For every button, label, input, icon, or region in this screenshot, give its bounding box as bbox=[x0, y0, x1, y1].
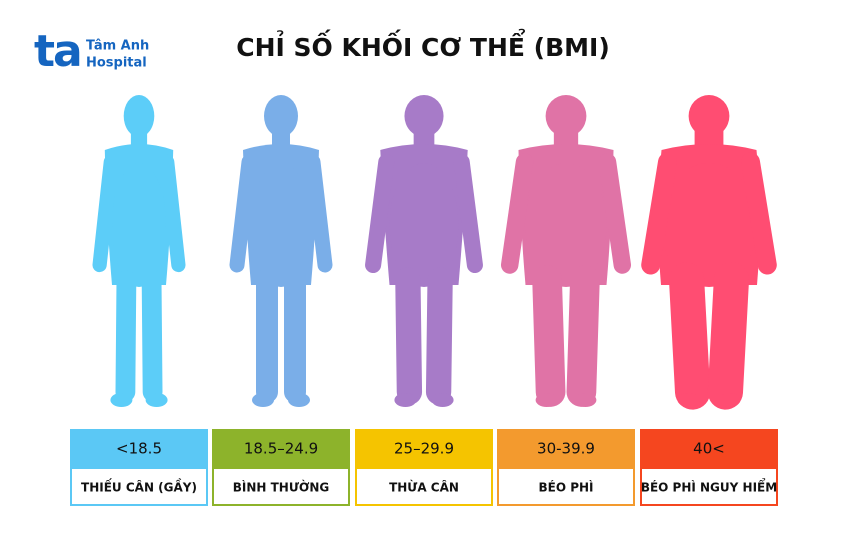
name-box bbox=[212, 467, 350, 506]
category-name: BÉO PHÌ bbox=[538, 480, 593, 495]
range-label: <18.5 bbox=[116, 440, 162, 458]
arm bbox=[92, 154, 118, 273]
leg bbox=[532, 265, 566, 407]
head bbox=[688, 95, 730, 137]
foot bbox=[718, 393, 741, 407]
leg bbox=[115, 270, 137, 402]
foot bbox=[535, 393, 558, 407]
range-label: 30-39.9 bbox=[537, 440, 595, 458]
arm bbox=[641, 152, 677, 275]
leg bbox=[668, 262, 711, 410]
head bbox=[264, 95, 298, 137]
category-name: THIẾU CÂN (GẦY) bbox=[81, 478, 197, 495]
foot bbox=[288, 393, 310, 407]
leg bbox=[395, 267, 423, 405]
figure bbox=[500, 95, 632, 407]
range-label: 18.5–24.9 bbox=[244, 440, 318, 458]
arm bbox=[305, 154, 333, 273]
leg bbox=[566, 265, 600, 407]
arm bbox=[741, 152, 777, 275]
range-label: 25–29.9 bbox=[394, 440, 454, 458]
head bbox=[404, 95, 444, 137]
name-box bbox=[497, 467, 635, 506]
figure bbox=[229, 95, 333, 407]
arm bbox=[365, 153, 395, 274]
head bbox=[123, 95, 155, 137]
foot bbox=[252, 393, 274, 407]
range-box bbox=[212, 429, 350, 467]
title: CHỈ SỐ KHỐI CƠ THỂ (BMI) bbox=[236, 28, 610, 62]
foot bbox=[110, 393, 133, 407]
logo-line: Tâm Anh bbox=[86, 39, 149, 54]
arm bbox=[598, 153, 632, 274]
range-label: 40< bbox=[693, 440, 725, 458]
range-box bbox=[640, 429, 778, 467]
belly bbox=[112, 163, 166, 287]
belly bbox=[389, 163, 459, 287]
leg bbox=[425, 267, 453, 405]
arm bbox=[453, 153, 483, 274]
name-box bbox=[355, 467, 493, 506]
logo-mark: ta bbox=[34, 26, 81, 77]
category-name: BÉO PHÌ NGUY HIỂM bbox=[641, 478, 777, 495]
figure bbox=[92, 95, 186, 407]
range-box bbox=[497, 429, 635, 467]
range-box bbox=[70, 429, 208, 467]
foot bbox=[145, 393, 168, 407]
arm bbox=[229, 154, 257, 273]
foot bbox=[574, 393, 597, 407]
head bbox=[545, 95, 587, 137]
category-name: THỪA CÂN bbox=[389, 480, 459, 495]
foot bbox=[431, 393, 454, 407]
figure bbox=[641, 95, 777, 410]
name-box bbox=[70, 467, 208, 506]
belly bbox=[525, 163, 607, 287]
range-box bbox=[355, 429, 493, 467]
arm bbox=[160, 154, 186, 273]
category-name: BÌNH THƯỜNG bbox=[233, 480, 330, 495]
belly bbox=[251, 163, 311, 287]
figure bbox=[365, 95, 483, 407]
logo-line: Hospital bbox=[86, 56, 147, 71]
foot bbox=[394, 393, 417, 407]
leg bbox=[141, 270, 163, 402]
name-box bbox=[640, 467, 778, 506]
leg bbox=[707, 262, 750, 410]
foot bbox=[677, 393, 700, 407]
arm bbox=[500, 153, 534, 274]
belly bbox=[661, 163, 757, 287]
